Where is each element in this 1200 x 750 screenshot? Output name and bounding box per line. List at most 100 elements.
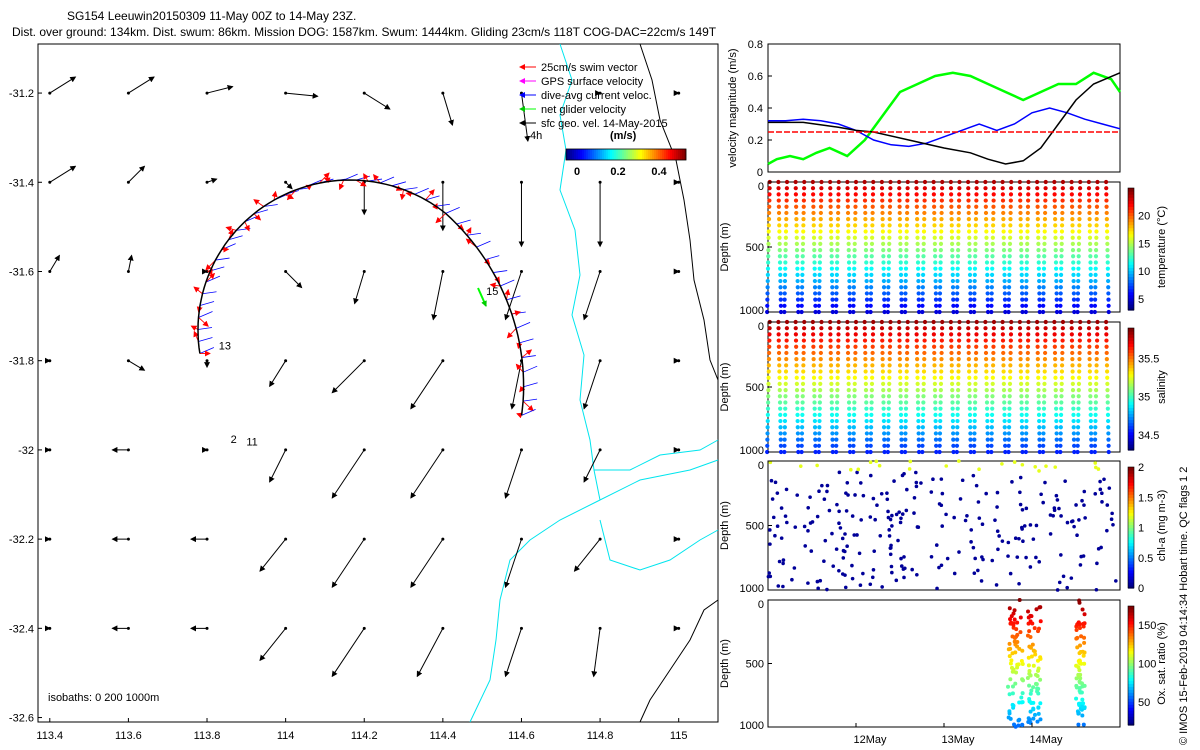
chl-sample: [907, 467, 912, 471]
profile-sample: [949, 217, 954, 222]
profile-sample: [879, 179, 884, 185]
profile-sample: [863, 229, 868, 234]
profile-sample: [899, 443, 904, 448]
chl-sample: [1013, 536, 1018, 541]
chl-sample: [878, 533, 883, 538]
profile-sample: [1036, 369, 1041, 374]
chl-sample: [855, 533, 859, 537]
profile-sample: [967, 235, 972, 240]
oxygen-sample: [1080, 607, 1085, 612]
section-colorbar-cell: [1128, 218, 1134, 223]
profile-sample: [829, 229, 834, 234]
profile-sample: [1001, 247, 1007, 253]
chl-sample: [969, 528, 974, 532]
profile-sample: [767, 326, 772, 331]
profile-sample: [818, 241, 823, 247]
profile-sample: [794, 357, 799, 362]
profile-sample: [845, 198, 850, 203]
profile-sample: [1041, 437, 1046, 442]
surface-velocity-arrow: [285, 181, 293, 190]
profile-sample: [973, 363, 978, 368]
oxygen-sample: [1012, 617, 1017, 622]
profile-sample: [1054, 425, 1059, 430]
profile-sample: [812, 266, 817, 271]
map-colorbar-cell: [566, 149, 569, 160]
profile-sample: [916, 272, 921, 277]
section-colorbar-cell: [1128, 279, 1134, 284]
section-colorbar-cell: [1128, 527, 1134, 532]
profile-sample: [880, 192, 885, 197]
profile-sample: [954, 309, 959, 315]
profile-sample: [1077, 186, 1083, 191]
profile-sample: [921, 229, 927, 234]
profile-sample: [985, 425, 990, 430]
profile-sample: [985, 443, 990, 448]
profile-sample: [834, 285, 839, 290]
profile-sample: [1001, 204, 1006, 209]
profile-sample: [905, 204, 910, 209]
profile-sample: [793, 192, 798, 197]
profile-sample: [956, 375, 961, 380]
profile-sample: [991, 357, 996, 362]
profile-sample: [1105, 406, 1110, 411]
chl-sample: [798, 464, 803, 468]
profile-sample: [899, 285, 904, 290]
profile-sample: [916, 412, 921, 417]
section-colorbar-cell: [1128, 701, 1134, 705]
profile-sample: [938, 241, 944, 247]
profile-sample: [846, 229, 851, 234]
profile-sample: [835, 381, 840, 387]
profile-sample: [968, 291, 973, 296]
profile-sample: [1094, 369, 1099, 374]
profile-sample: [955, 406, 960, 411]
profile-sample: [1094, 235, 1099, 240]
oxygen-sample: [1029, 654, 1034, 659]
profile-sample: [1072, 303, 1077, 308]
map-colorbar-cell: [676, 149, 679, 160]
profile-sample: [950, 418, 955, 424]
profile-sample: [1104, 217, 1109, 222]
profile-sample: [903, 418, 908, 424]
profile-sample: [847, 412, 852, 417]
profile-sample: [1088, 260, 1093, 265]
profile-sample: [1002, 260, 1007, 265]
profile-sample: [801, 350, 806, 356]
profile-sample: [904, 247, 909, 253]
profile-sample: [916, 297, 921, 302]
profile-sample: [1003, 449, 1008, 455]
profile-sample: [1052, 338, 1057, 343]
profile-sample: [800, 394, 805, 399]
profile-sample: [1001, 241, 1006, 247]
profile-sample: [951, 431, 956, 436]
chl-sample: [1054, 493, 1059, 498]
profile-sample: [937, 291, 943, 296]
profile-sample: [915, 241, 920, 247]
profile-sample: [1094, 204, 1100, 209]
profile-sample: [1092, 303, 1098, 308]
profile-sample: [812, 387, 817, 393]
profile-sample: [1093, 425, 1098, 430]
profile-sample: [1095, 319, 1100, 325]
depth-tick-label: 0: [758, 181, 764, 193]
chl-sample: [830, 531, 834, 536]
profile-sample: [898, 254, 903, 259]
profile-sample: [1037, 303, 1042, 308]
chl-sample: [825, 489, 829, 494]
map-colorbar-cell: [600, 149, 603, 160]
profile-sample: [776, 350, 782, 356]
profile-sample: [1019, 381, 1024, 387]
profile-sample: [1086, 192, 1092, 197]
profile-sample: [886, 412, 891, 417]
profile-sample: [865, 303, 870, 308]
profile-sample: [1018, 332, 1023, 337]
chl-sample: [879, 491, 884, 496]
profile-sample: [1059, 369, 1065, 374]
profile-sample: [836, 319, 841, 325]
profile-sample: [847, 266, 852, 271]
profile-sample: [1037, 309, 1042, 315]
section-colorbar-tick: 0: [1138, 583, 1144, 595]
profile-sample: [870, 198, 875, 203]
profile-sample: [783, 394, 788, 399]
chl-sample: [912, 496, 917, 500]
section-colorbar-cell: [1128, 617, 1134, 622]
